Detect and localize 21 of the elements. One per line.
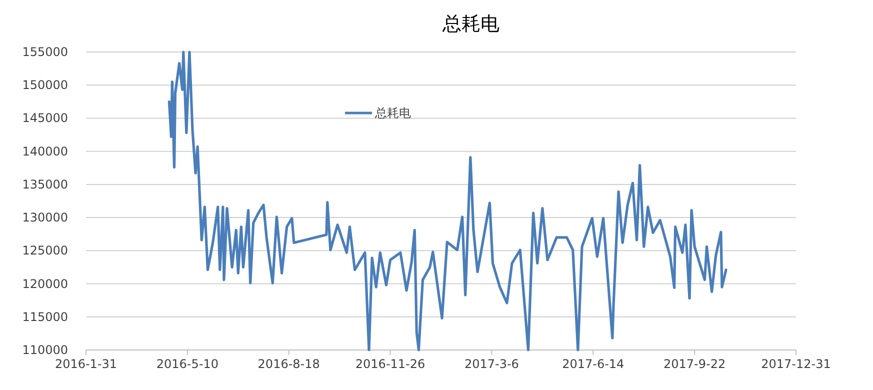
y-tick-label: 155000 <box>22 45 68 59</box>
x-tick-label: 2017-12-31 <box>761 357 831 371</box>
y-tick-label: 150000 <box>22 78 68 92</box>
x-tick-label: 2016-8-18 <box>258 357 320 371</box>
y-tick-label: 140000 <box>22 144 68 158</box>
y-tick-label: 120000 <box>22 276 68 291</box>
x-tick-label: 2016-1-31 <box>54 357 118 371</box>
legend-label: 总耗电 <box>374 106 411 120</box>
x-tick-label: 2017-6-14 <box>562 357 624 371</box>
line-series <box>168 50 728 352</box>
x-tick-label: 2017-3-6 <box>464 357 519 371</box>
y-tick-label: 145000 <box>22 111 68 126</box>
y-tick-label: 130000 <box>22 210 68 225</box>
x-tick-label: 2016-5-10 <box>156 357 218 371</box>
x-tick-label: 2017-9-22 <box>664 357 726 371</box>
y-tick-label: 115000 <box>22 310 68 324</box>
chart-title: 总耗电 <box>442 13 500 35</box>
y-tick-label: 135000 <box>22 177 68 192</box>
y-tick-label: 110000 <box>22 343 68 357</box>
x-tick-label: 2016-11-26 <box>355 357 426 371</box>
y-tick-label: 125000 <box>22 244 68 258</box>
